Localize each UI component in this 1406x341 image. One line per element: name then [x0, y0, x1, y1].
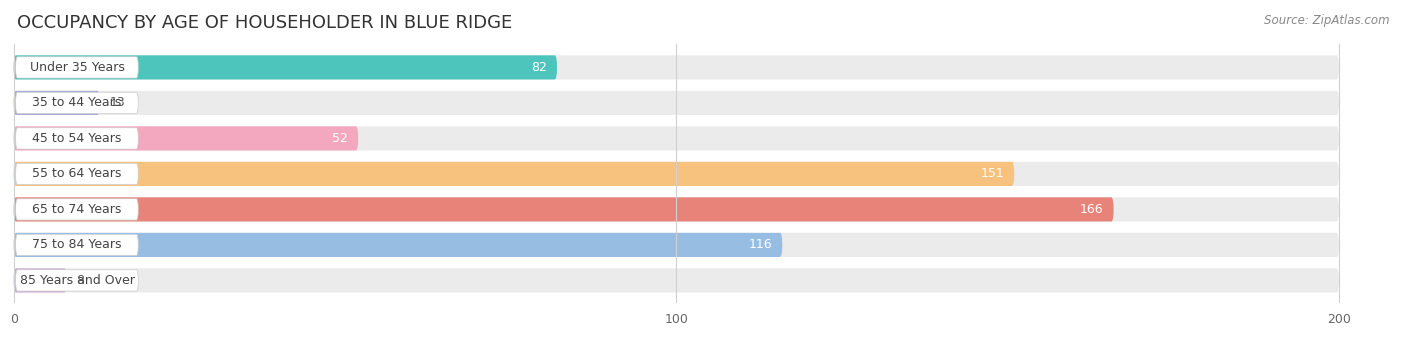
FancyBboxPatch shape: [14, 197, 1114, 222]
FancyBboxPatch shape: [14, 268, 1339, 293]
FancyBboxPatch shape: [14, 233, 782, 257]
FancyBboxPatch shape: [15, 199, 138, 220]
Text: 85 Years and Over: 85 Years and Over: [20, 274, 135, 287]
FancyBboxPatch shape: [14, 268, 66, 293]
Text: 55 to 64 Years: 55 to 64 Years: [32, 167, 122, 180]
FancyBboxPatch shape: [15, 92, 138, 114]
Text: OCCUPANCY BY AGE OF HOUSEHOLDER IN BLUE RIDGE: OCCUPANCY BY AGE OF HOUSEHOLDER IN BLUE …: [17, 14, 512, 32]
Text: 52: 52: [332, 132, 349, 145]
Text: 166: 166: [1080, 203, 1104, 216]
Text: 8: 8: [76, 274, 84, 287]
FancyBboxPatch shape: [15, 270, 138, 291]
Text: 45 to 54 Years: 45 to 54 Years: [32, 132, 122, 145]
Text: 82: 82: [531, 61, 547, 74]
Text: 151: 151: [980, 167, 1004, 180]
Text: 116: 116: [749, 238, 772, 251]
FancyBboxPatch shape: [15, 128, 138, 149]
FancyBboxPatch shape: [14, 197, 1339, 222]
FancyBboxPatch shape: [14, 55, 1339, 79]
Text: 35 to 44 Years: 35 to 44 Years: [32, 97, 121, 109]
FancyBboxPatch shape: [14, 126, 359, 150]
FancyBboxPatch shape: [14, 162, 1339, 186]
Text: 65 to 74 Years: 65 to 74 Years: [32, 203, 122, 216]
Text: 75 to 84 Years: 75 to 84 Years: [32, 238, 122, 251]
Text: Under 35 Years: Under 35 Years: [30, 61, 124, 74]
FancyBboxPatch shape: [15, 234, 138, 255]
FancyBboxPatch shape: [15, 57, 138, 78]
FancyBboxPatch shape: [14, 162, 1014, 186]
FancyBboxPatch shape: [14, 126, 1339, 150]
FancyBboxPatch shape: [14, 91, 1339, 115]
Text: Source: ZipAtlas.com: Source: ZipAtlas.com: [1264, 14, 1389, 27]
Text: 13: 13: [110, 97, 125, 109]
FancyBboxPatch shape: [14, 55, 557, 79]
FancyBboxPatch shape: [14, 91, 100, 115]
FancyBboxPatch shape: [14, 233, 1339, 257]
FancyBboxPatch shape: [15, 163, 138, 184]
